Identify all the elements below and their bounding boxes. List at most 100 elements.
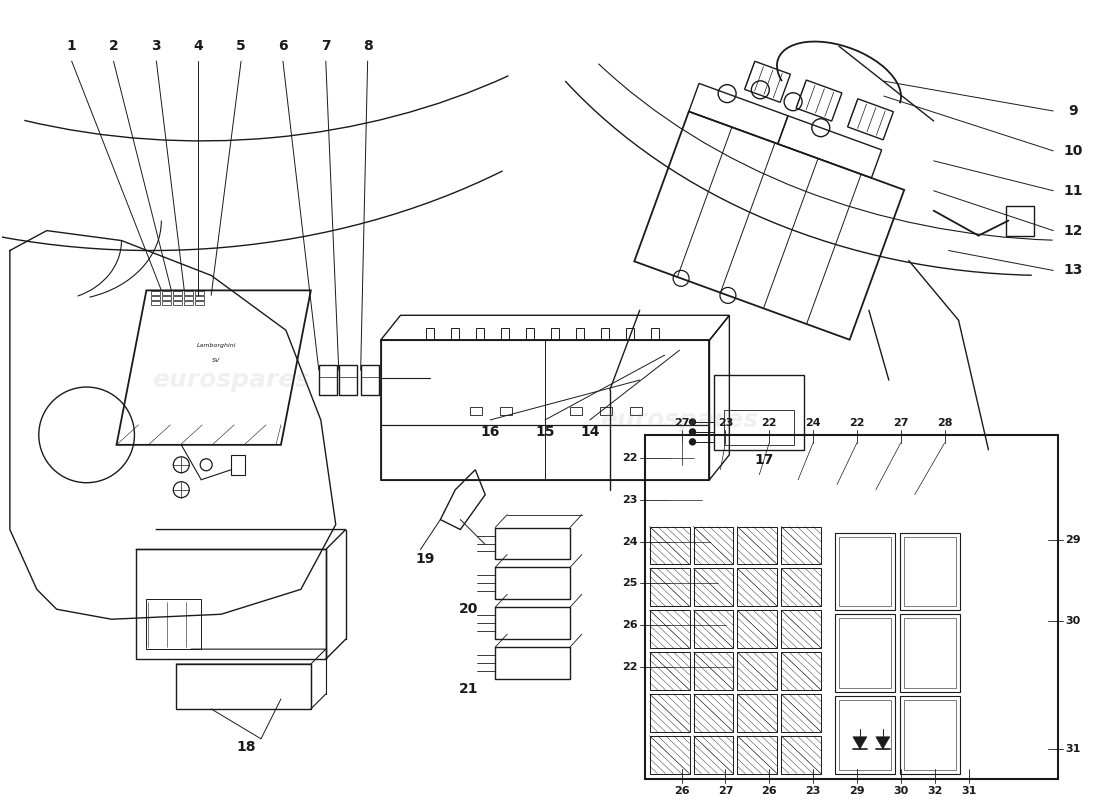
Text: 5: 5 — [236, 39, 246, 54]
Bar — [737, 652, 778, 690]
Text: 24: 24 — [621, 537, 638, 546]
Bar — [1006, 206, 1034, 235]
Bar — [451, 328, 460, 340]
Text: 6: 6 — [278, 39, 288, 54]
Bar — [904, 618, 956, 688]
Text: 9: 9 — [1068, 104, 1078, 118]
Text: 23: 23 — [621, 494, 637, 505]
Bar — [650, 736, 690, 774]
Text: 26: 26 — [621, 620, 638, 630]
Text: 20: 20 — [459, 602, 478, 616]
Text: 7: 7 — [321, 39, 331, 54]
Text: 30: 30 — [1066, 616, 1081, 626]
Bar — [146, 599, 201, 649]
Bar — [650, 569, 690, 606]
Bar — [650, 610, 690, 648]
Text: 15: 15 — [536, 425, 554, 439]
Text: 30: 30 — [893, 786, 909, 796]
Bar — [714, 375, 804, 450]
Bar — [900, 696, 959, 774]
Bar — [781, 610, 821, 648]
Text: 23: 23 — [805, 786, 821, 796]
Bar — [835, 696, 894, 774]
Bar — [500, 407, 513, 415]
Text: Lamborghini: Lamborghini — [197, 342, 235, 348]
Text: 26: 26 — [673, 786, 690, 796]
Bar — [195, 302, 205, 306]
Bar — [737, 736, 778, 774]
Text: 21: 21 — [459, 682, 478, 696]
Bar — [471, 407, 482, 415]
Bar — [551, 328, 559, 340]
Text: 27: 27 — [674, 418, 690, 428]
Bar — [195, 296, 205, 300]
Text: SV: SV — [212, 358, 220, 362]
Bar — [693, 526, 734, 565]
Text: 23: 23 — [717, 418, 733, 428]
Bar — [495, 647, 570, 679]
Bar — [152, 296, 161, 300]
Text: 17: 17 — [755, 453, 774, 466]
Bar — [650, 526, 690, 565]
Bar — [152, 302, 161, 306]
Bar — [495, 527, 570, 559]
Polygon shape — [852, 737, 867, 749]
Bar — [195, 291, 205, 295]
Text: 26: 26 — [761, 786, 777, 796]
Bar — [626, 328, 634, 340]
Bar — [904, 700, 956, 770]
Bar — [185, 291, 194, 295]
Circle shape — [690, 429, 695, 435]
Text: 22: 22 — [761, 418, 777, 428]
Bar — [737, 610, 778, 648]
Bar — [502, 328, 509, 340]
Bar — [601, 328, 608, 340]
Bar — [381, 340, 710, 425]
Bar — [361, 377, 378, 395]
Bar — [361, 365, 378, 395]
Text: 10: 10 — [1064, 144, 1082, 158]
Bar — [600, 407, 612, 415]
Bar — [737, 694, 778, 732]
Bar — [136, 550, 326, 659]
Bar — [174, 302, 183, 306]
Bar — [725, 410, 794, 445]
Bar — [781, 569, 821, 606]
Polygon shape — [876, 737, 890, 749]
Text: 18: 18 — [236, 740, 256, 754]
Circle shape — [690, 419, 695, 425]
Text: 19: 19 — [416, 553, 436, 566]
Text: 11: 11 — [1064, 184, 1082, 198]
Bar — [693, 694, 734, 732]
Bar — [839, 537, 891, 606]
Text: 14: 14 — [580, 425, 600, 439]
Bar — [231, 455, 245, 474]
Text: 13: 13 — [1064, 263, 1082, 278]
Bar — [839, 700, 891, 770]
Text: eurospares: eurospares — [152, 368, 310, 392]
Bar — [781, 652, 821, 690]
Bar — [381, 340, 710, 480]
Bar — [650, 652, 690, 690]
Bar — [650, 328, 659, 340]
Text: 28: 28 — [937, 418, 953, 428]
Bar — [174, 291, 183, 295]
Bar — [737, 569, 778, 606]
Bar — [839, 618, 891, 688]
Bar — [495, 567, 570, 599]
Bar — [900, 614, 959, 692]
Text: 25: 25 — [621, 578, 637, 588]
Bar — [174, 296, 183, 300]
Bar — [693, 652, 734, 690]
Bar — [176, 664, 311, 709]
Bar — [693, 736, 734, 774]
Text: 22: 22 — [621, 662, 638, 672]
Bar — [737, 526, 778, 565]
Text: 22: 22 — [849, 418, 865, 428]
Bar — [904, 537, 956, 606]
Bar — [319, 365, 337, 395]
Text: 12: 12 — [1064, 223, 1082, 238]
Bar — [693, 610, 734, 648]
Bar — [526, 328, 535, 340]
Bar — [495, 607, 570, 639]
